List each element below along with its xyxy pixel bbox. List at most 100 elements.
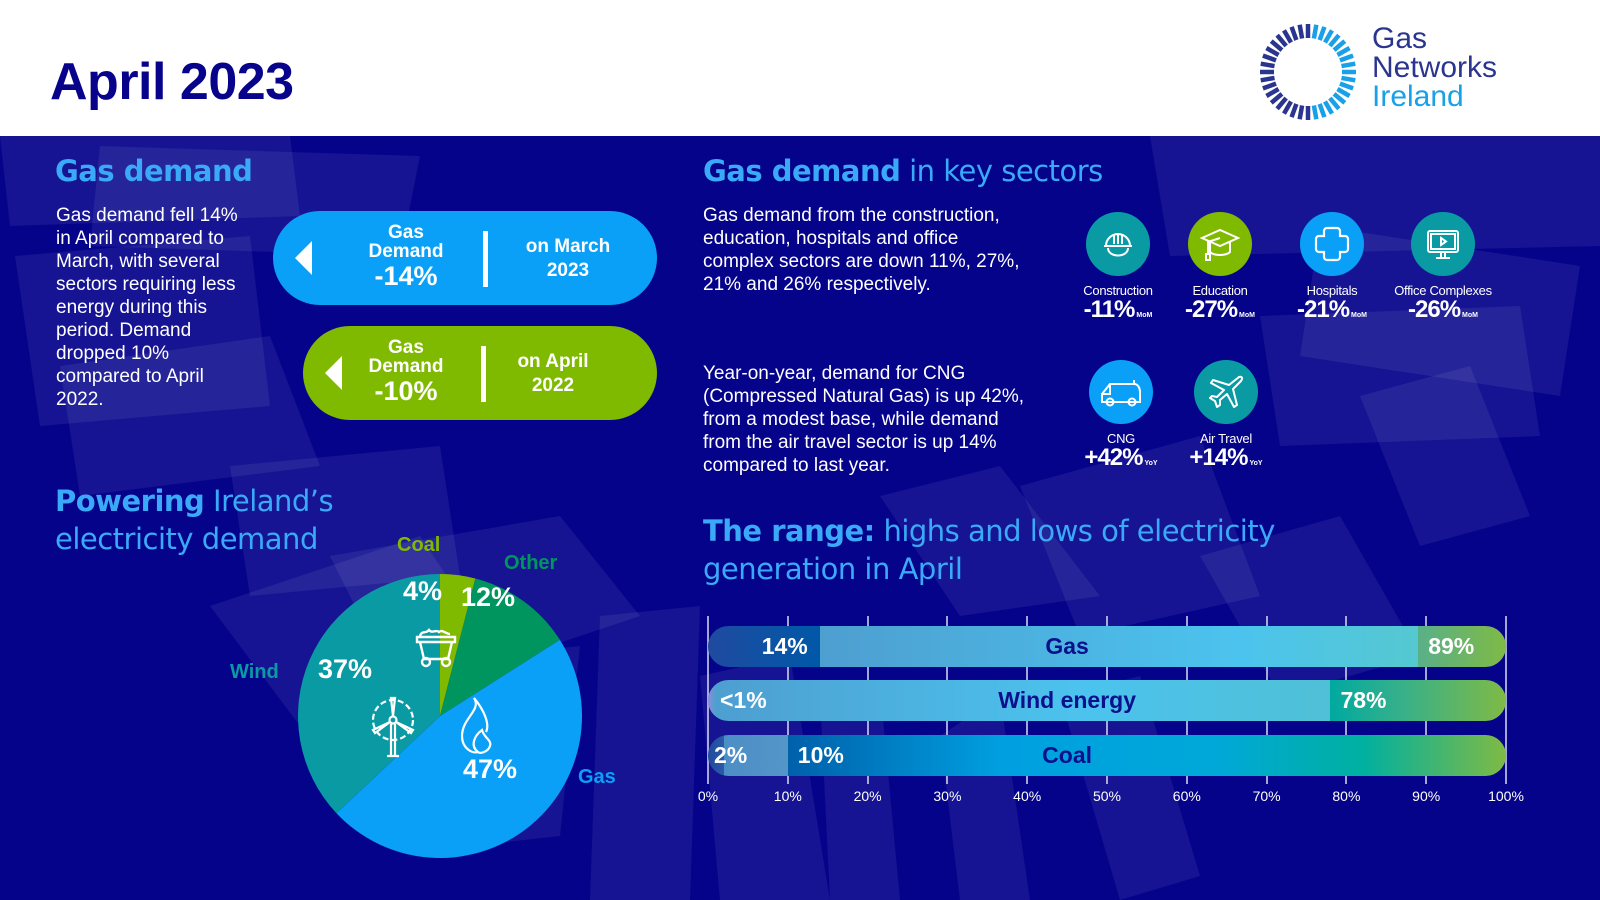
logo-ring-dash [1262,53,1277,63]
key-sectors-heading-bold: Gas demand [703,154,901,188]
range-high-label: 10% [797,742,844,768]
range-segment-above-high [1330,680,1506,721]
logo-ring-icon [1260,24,1356,120]
pill-divider [481,346,486,402]
range-segment-band [819,626,1419,667]
range-bar-wind-energy: Wind energy <1% 78% [708,680,1506,721]
van-icon [1101,380,1141,407]
logo-ring-dash [1260,75,1275,83]
logo-ring-dash [1328,33,1341,48]
gas-demand-heading: Gas demand [55,152,253,190]
logo-ring-dash [1317,26,1327,41]
logo-ring-dash [1269,92,1284,105]
x-tick-label: 60% [1172,788,1201,804]
sector-unit: YoY [1249,460,1263,467]
arrow-left-icon [325,356,342,390]
range-low-label: 14% [761,633,808,659]
pill-value: -14% [374,261,438,291]
x-tick-label: 100% [1488,788,1524,804]
pie-label-coal: Coal [397,534,441,556]
sector-name: Hospitals [1306,283,1358,298]
x-tick-label: 90% [1412,788,1441,804]
range-heading-line2: generation in April [703,552,963,586]
sector-icon-circle [1089,360,1153,424]
logo-ring-dash [1336,46,1351,57]
sector-construction: Construction -11% MoM [1063,212,1173,328]
key-sectors-paragraph-2: Year-on-year, demand for CNG (Compressed… [703,363,1025,476]
logo-ring-dash [1332,92,1347,105]
electricity-heading-rest: Ireland’s [204,484,334,518]
logo-ring-dash [1289,103,1299,118]
logo-ring-dash [1275,33,1288,48]
flame-icon [460,697,492,754]
sector-name: CNG [1107,431,1135,446]
logo-ring-dash [1328,96,1341,111]
logo-line-3: Ireland [1372,80,1464,113]
sector-office-complexes: Office Complexes -26% MoM [1387,212,1499,328]
range-bar-label: Gas [1045,633,1089,659]
pill-period-line1: on March [525,236,611,257]
pill-period-line1: on April [517,351,589,372]
pie-label-gas: Gas [578,766,616,788]
range-bar-gas: Gas 14% 89% [708,626,1506,667]
sector-value: -11% MoM [1063,298,1173,328]
sector-value-text: -26% [1408,296,1461,323]
sector-unit: MoM [1351,312,1367,319]
sector-name: Air Travel [1200,431,1252,446]
sector-value: +14% YoY [1171,446,1281,476]
range-high-label: 89% [1428,633,1475,659]
pill-period-line2: 2022 [531,375,575,396]
logo-ring-dash [1297,24,1305,39]
logo-ring-dash [1282,100,1293,115]
monitor-icon [1427,230,1459,259]
gas-demand-heading-text: Gas demand [55,154,253,188]
range-segment-band [715,680,1331,721]
arrow-left-icon [295,241,312,275]
sector-icon-circle [1188,212,1252,276]
logo-ring-dash [1260,61,1275,69]
sector-cng: CNG +42% YoY [1066,360,1176,476]
logo-ring-dash [1339,81,1354,91]
range-heading: The range: highs and lows of electricity… [703,512,1275,588]
pie-value-other: 12% [461,582,516,612]
sector-icon-circle [1300,212,1364,276]
graduation-cap-icon [1199,228,1241,261]
logo-text: Gas Networks Ireland [1372,24,1498,113]
logo-ring-dash [1282,29,1293,44]
range-segment-below-low [708,626,820,667]
pie-label-wind: Wind [230,661,279,683]
x-tick-label: 80% [1332,788,1361,804]
logo-ring-dash [1311,105,1319,120]
sector-unit: MoM [1239,312,1255,319]
gas-demand-description: Gas demand fell 14% in April compared to… [56,205,238,410]
logo-ring-dash [1262,81,1277,91]
airplane-icon [1209,375,1244,408]
logo-ring-dash [1265,46,1280,57]
pill-divider [483,231,488,287]
x-tick-label: 20% [853,788,882,804]
pill-period: on April 2022 [483,350,623,398]
gas-demand-march-pill: Gas Demand -14% on March 2023 [273,211,657,305]
range-bar-label: Wind energy [998,687,1136,713]
range-low-label: <1% [720,687,767,713]
logo-line-2: Networks [1372,51,1498,84]
x-tick-label: 0% [697,788,719,804]
sector-icon-circle [1411,212,1475,276]
key-sectors-heading-rest: in key sectors [900,154,1103,188]
sector-name: Construction [1083,283,1153,298]
pie-value-wind: 37% [318,654,373,684]
x-tick-label: 70% [1252,788,1281,804]
x-tick-label: 50% [1092,788,1122,804]
range-heading-rest: highs and lows of electricity [874,514,1275,548]
range-bar-label: Coal [1042,742,1093,768]
pie-slice-gas [336,639,582,858]
header: April 2023 Gas Networks Ireland [0,0,1600,136]
range-bar-chart: 0% 10% 20% 30% 40% 50% 60% 70% 80% 90% 100% Gas 14% 8… [698,616,1540,816]
range-bar-coal: Coal 2% 10% [708,735,1506,776]
range-segment-above-high [787,735,1506,776]
sector-air-travel: Air Travel +14% YoY [1171,360,1281,476]
electricity-heading-bold: Powering [55,484,205,518]
key-sectors-heading: Gas demand in key sectors [703,152,1103,190]
hard-hat-icon [1104,233,1132,257]
logo-ring-dash [1323,29,1334,44]
